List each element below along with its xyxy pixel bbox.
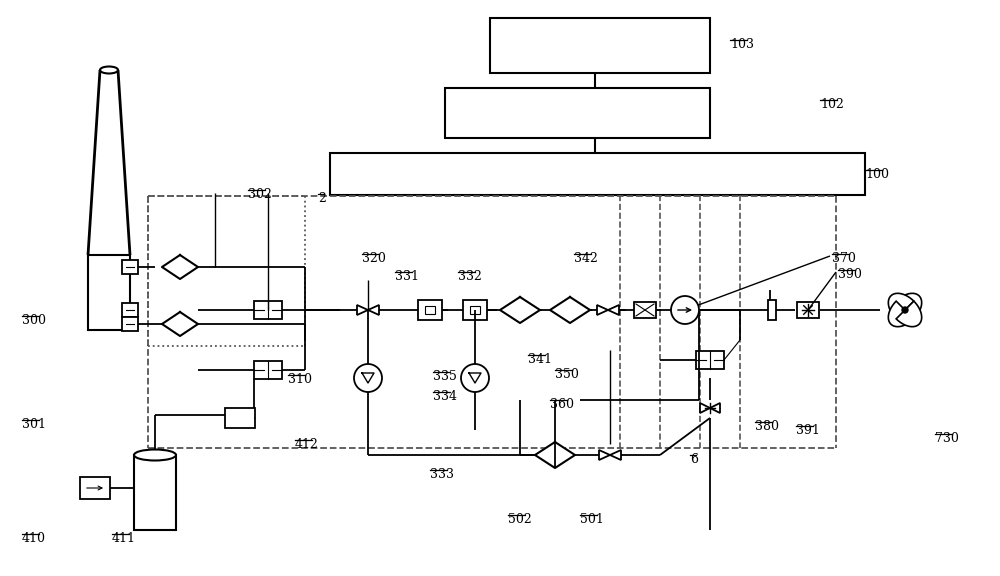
Polygon shape [888,293,914,319]
Text: 341: 341 [528,353,552,366]
Polygon shape [550,297,590,323]
Bar [418,300,442,320]
Bar [225,408,255,428]
Bar [463,300,487,320]
Text: 300: 300 [22,314,46,327]
Polygon shape [80,477,110,499]
Bar [88,255,130,330]
Text: 320: 320 [362,252,386,265]
Text: 350: 350 [555,368,579,381]
Text: 100: 100 [865,168,889,181]
Text: 502: 502 [508,513,532,526]
Text: 730: 730 [935,432,959,445]
Polygon shape [535,442,575,468]
Bar [768,300,776,320]
Polygon shape [500,297,540,323]
Polygon shape [597,305,608,315]
Bar [425,306,435,314]
Polygon shape [599,450,610,460]
Polygon shape [896,293,922,319]
Polygon shape [608,305,619,315]
Bar [134,455,176,530]
Polygon shape [162,312,198,336]
Text: 370: 370 [832,252,856,265]
Bar [797,302,819,318]
Text: 360: 360 [550,398,574,411]
Text: 302: 302 [248,188,272,201]
Text: 102: 102 [820,98,844,111]
Bar [122,303,138,317]
Text: 2: 2 [318,192,326,205]
Text: 103: 103 [730,38,754,51]
Circle shape [354,364,382,392]
Text: 390: 390 [838,268,862,281]
Polygon shape [700,403,710,413]
Circle shape [461,364,489,392]
Bar [122,260,138,274]
Text: 332: 332 [458,270,482,283]
Polygon shape [896,301,922,327]
Text: 410: 410 [22,532,46,545]
Polygon shape [162,255,198,279]
Bar [254,301,282,319]
Text: 380: 380 [755,420,779,433]
Text: 411: 411 [112,532,136,545]
Bar [330,153,865,195]
Ellipse shape [134,449,176,460]
Text: 6: 6 [690,453,698,466]
Ellipse shape [100,66,118,74]
Text: 333: 333 [430,468,454,481]
Polygon shape [610,450,621,460]
Text: 501: 501 [580,513,604,526]
Bar [254,361,282,379]
Text: 334: 334 [433,390,457,403]
Text: 335: 335 [433,370,457,383]
Bar [696,351,724,369]
Bar [470,306,480,314]
Polygon shape [368,305,379,315]
Polygon shape [710,403,720,413]
Bar [445,88,710,138]
Text: 412: 412 [295,438,319,451]
Circle shape [671,296,699,324]
Text: 342: 342 [574,252,598,265]
Text: 391: 391 [796,424,820,437]
Text: 331: 331 [395,270,419,283]
Polygon shape [357,305,368,315]
Circle shape [902,307,908,313]
Polygon shape [888,301,914,327]
Text: 310: 310 [288,373,312,386]
Bar [122,317,138,331]
Bar [634,302,656,318]
Bar [490,18,710,73]
Text: 301: 301 [22,418,46,431]
